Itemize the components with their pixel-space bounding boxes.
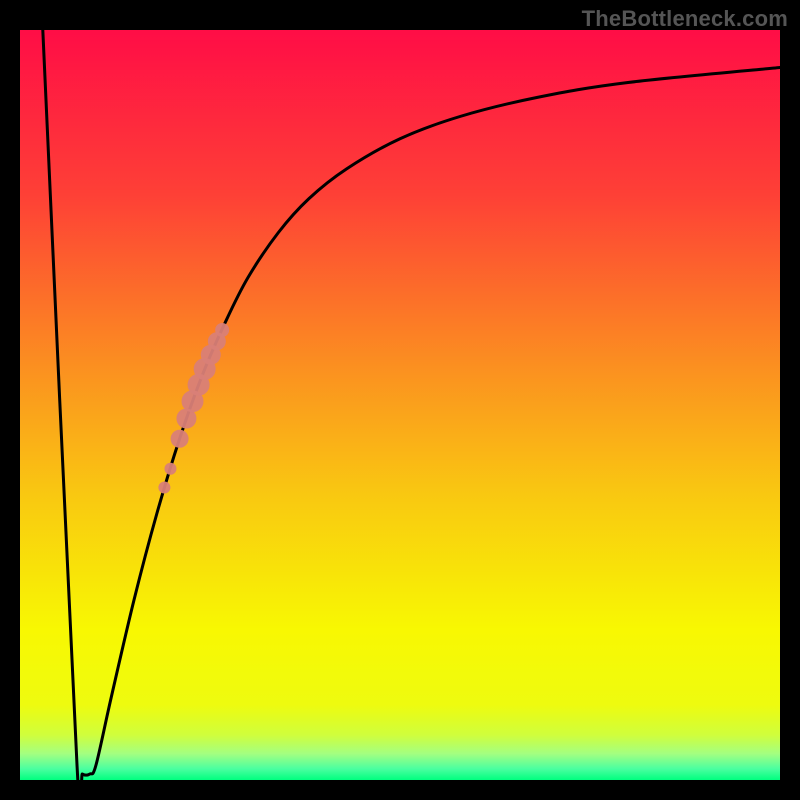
- marker-point: [171, 430, 189, 448]
- plot-background: [20, 30, 780, 780]
- plot-svg: [20, 30, 780, 780]
- watermark-text: TheBottleneck.com: [582, 6, 788, 32]
- marker-point: [164, 463, 176, 475]
- plot-area: [20, 30, 780, 780]
- marker-point: [158, 482, 170, 494]
- marker-point: [215, 323, 229, 337]
- chart-frame: TheBottleneck.com: [0, 0, 800, 800]
